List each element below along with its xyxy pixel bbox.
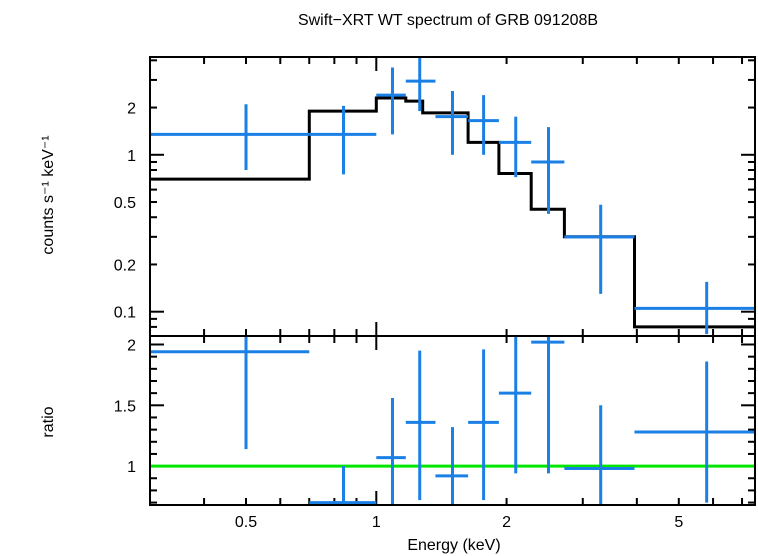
spectrum-y-tick-label: 0.5	[114, 195, 136, 212]
x-tick-label: 0.5	[235, 514, 257, 531]
spectrum-data-point	[531, 127, 565, 214]
ratio-y-tick-label: 1	[127, 459, 136, 476]
spectrum-data-point	[564, 204, 635, 294]
spectrum-data-point	[498, 116, 532, 178]
chart-title: Swift−XRT WT spectrum of GRB 091208B	[298, 12, 598, 29]
spectrum-data-point	[405, 57, 436, 112]
spectrum-y-tick-label: 0.1	[114, 305, 136, 322]
spectrum-y-tick-label: 1	[127, 148, 136, 165]
ratio-frame	[149, 335, 756, 506]
ratio-data-point	[498, 336, 532, 474]
ratio-data-point	[634, 361, 755, 503]
spectrum-y-axis-label: counts s⁻¹ keV⁻¹	[40, 135, 57, 254]
ratio-data-point	[150, 336, 310, 450]
spectrum-model	[150, 96, 755, 329]
ratio-y-tick-label: 2	[127, 338, 136, 355]
spectrum-data-point	[468, 95, 499, 155]
x-tick-label: 1	[372, 514, 381, 531]
ratio-tick-labels: 1 1.5 2 0.5 1 2 5	[114, 338, 684, 531]
ratio-y-tick-label: 1.5	[114, 398, 136, 415]
ratio-data-point	[531, 336, 565, 474]
ratio-panel: 1 1.5 2 0.5 1 2 5	[114, 335, 756, 531]
ratio-data-point	[405, 350, 436, 501]
ratio-y-axis-label: ratio	[40, 406, 57, 437]
spectrum-data-point	[309, 105, 377, 175]
ratio-data-point	[468, 349, 499, 501]
ratio-data	[150, 336, 755, 505]
ratio-data-point	[435, 427, 469, 505]
spectrum-data	[150, 57, 755, 335]
x-tick-label: 5	[674, 514, 683, 531]
ratio-data-point	[564, 405, 635, 505]
spectrum-data-point	[150, 104, 310, 170]
spectrum-panel: 0.1 0.2 0.5 1 2	[114, 56, 756, 337]
spectrum-data-point	[634, 281, 755, 335]
spectrum-data-point	[435, 91, 469, 155]
spectrum-y-tick-label: 2	[127, 101, 136, 118]
x-tick-label: 2	[502, 514, 511, 531]
ratio-data-point	[376, 398, 406, 505]
model-step-line	[150, 96, 755, 329]
spectrum-y-tick-label: 0.2	[114, 257, 136, 274]
ratio-data-point	[309, 466, 377, 505]
spectrum-tick-labels: 0.1 0.2 0.5 1 2	[114, 101, 136, 322]
spectrum-data-point	[376, 67, 406, 135]
x-axis-label: Energy (keV)	[407, 537, 500, 554]
